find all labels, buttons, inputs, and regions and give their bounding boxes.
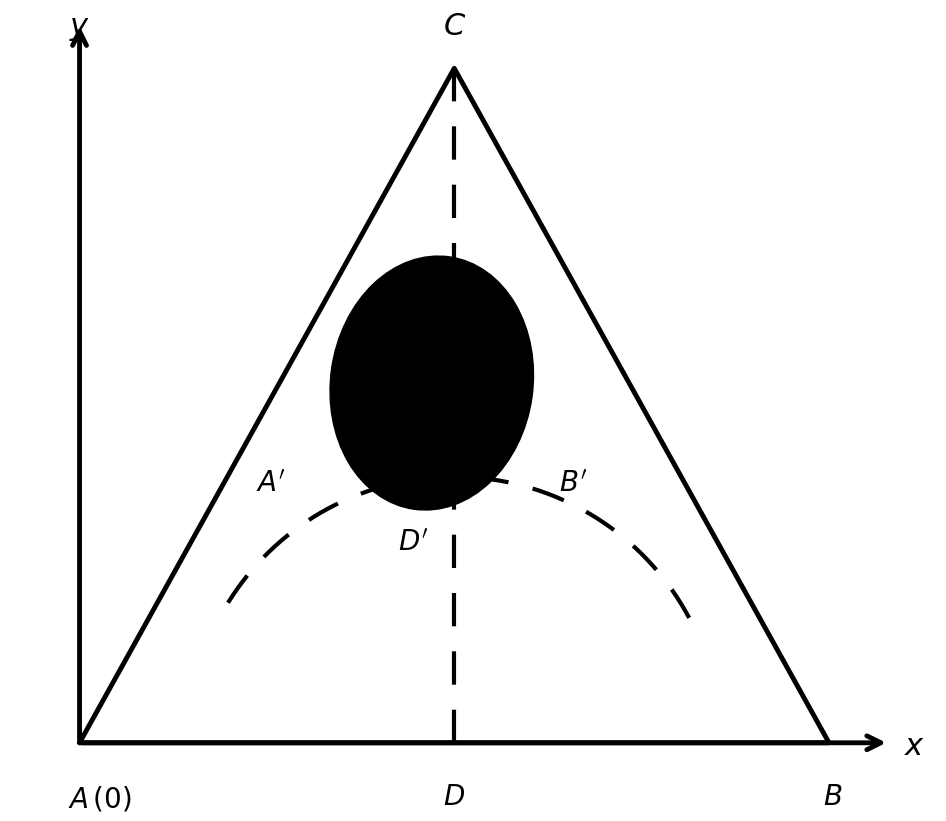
- Text: $B$: $B$: [823, 784, 842, 811]
- Text: $x$: $x$: [904, 731, 925, 762]
- Text: $B'$: $B'$: [559, 470, 587, 498]
- Text: $A'$: $A'$: [256, 470, 286, 498]
- Text: $A\,(0)$: $A\,(0)$: [68, 784, 132, 813]
- Text: $C'$: $C'$: [469, 381, 498, 408]
- Text: $D'$: $D'$: [397, 530, 428, 556]
- Text: $C$: $C$: [443, 11, 465, 42]
- Text: $D$: $D$: [444, 784, 465, 811]
- Text: $y$: $y$: [69, 12, 90, 43]
- Ellipse shape: [330, 256, 534, 510]
